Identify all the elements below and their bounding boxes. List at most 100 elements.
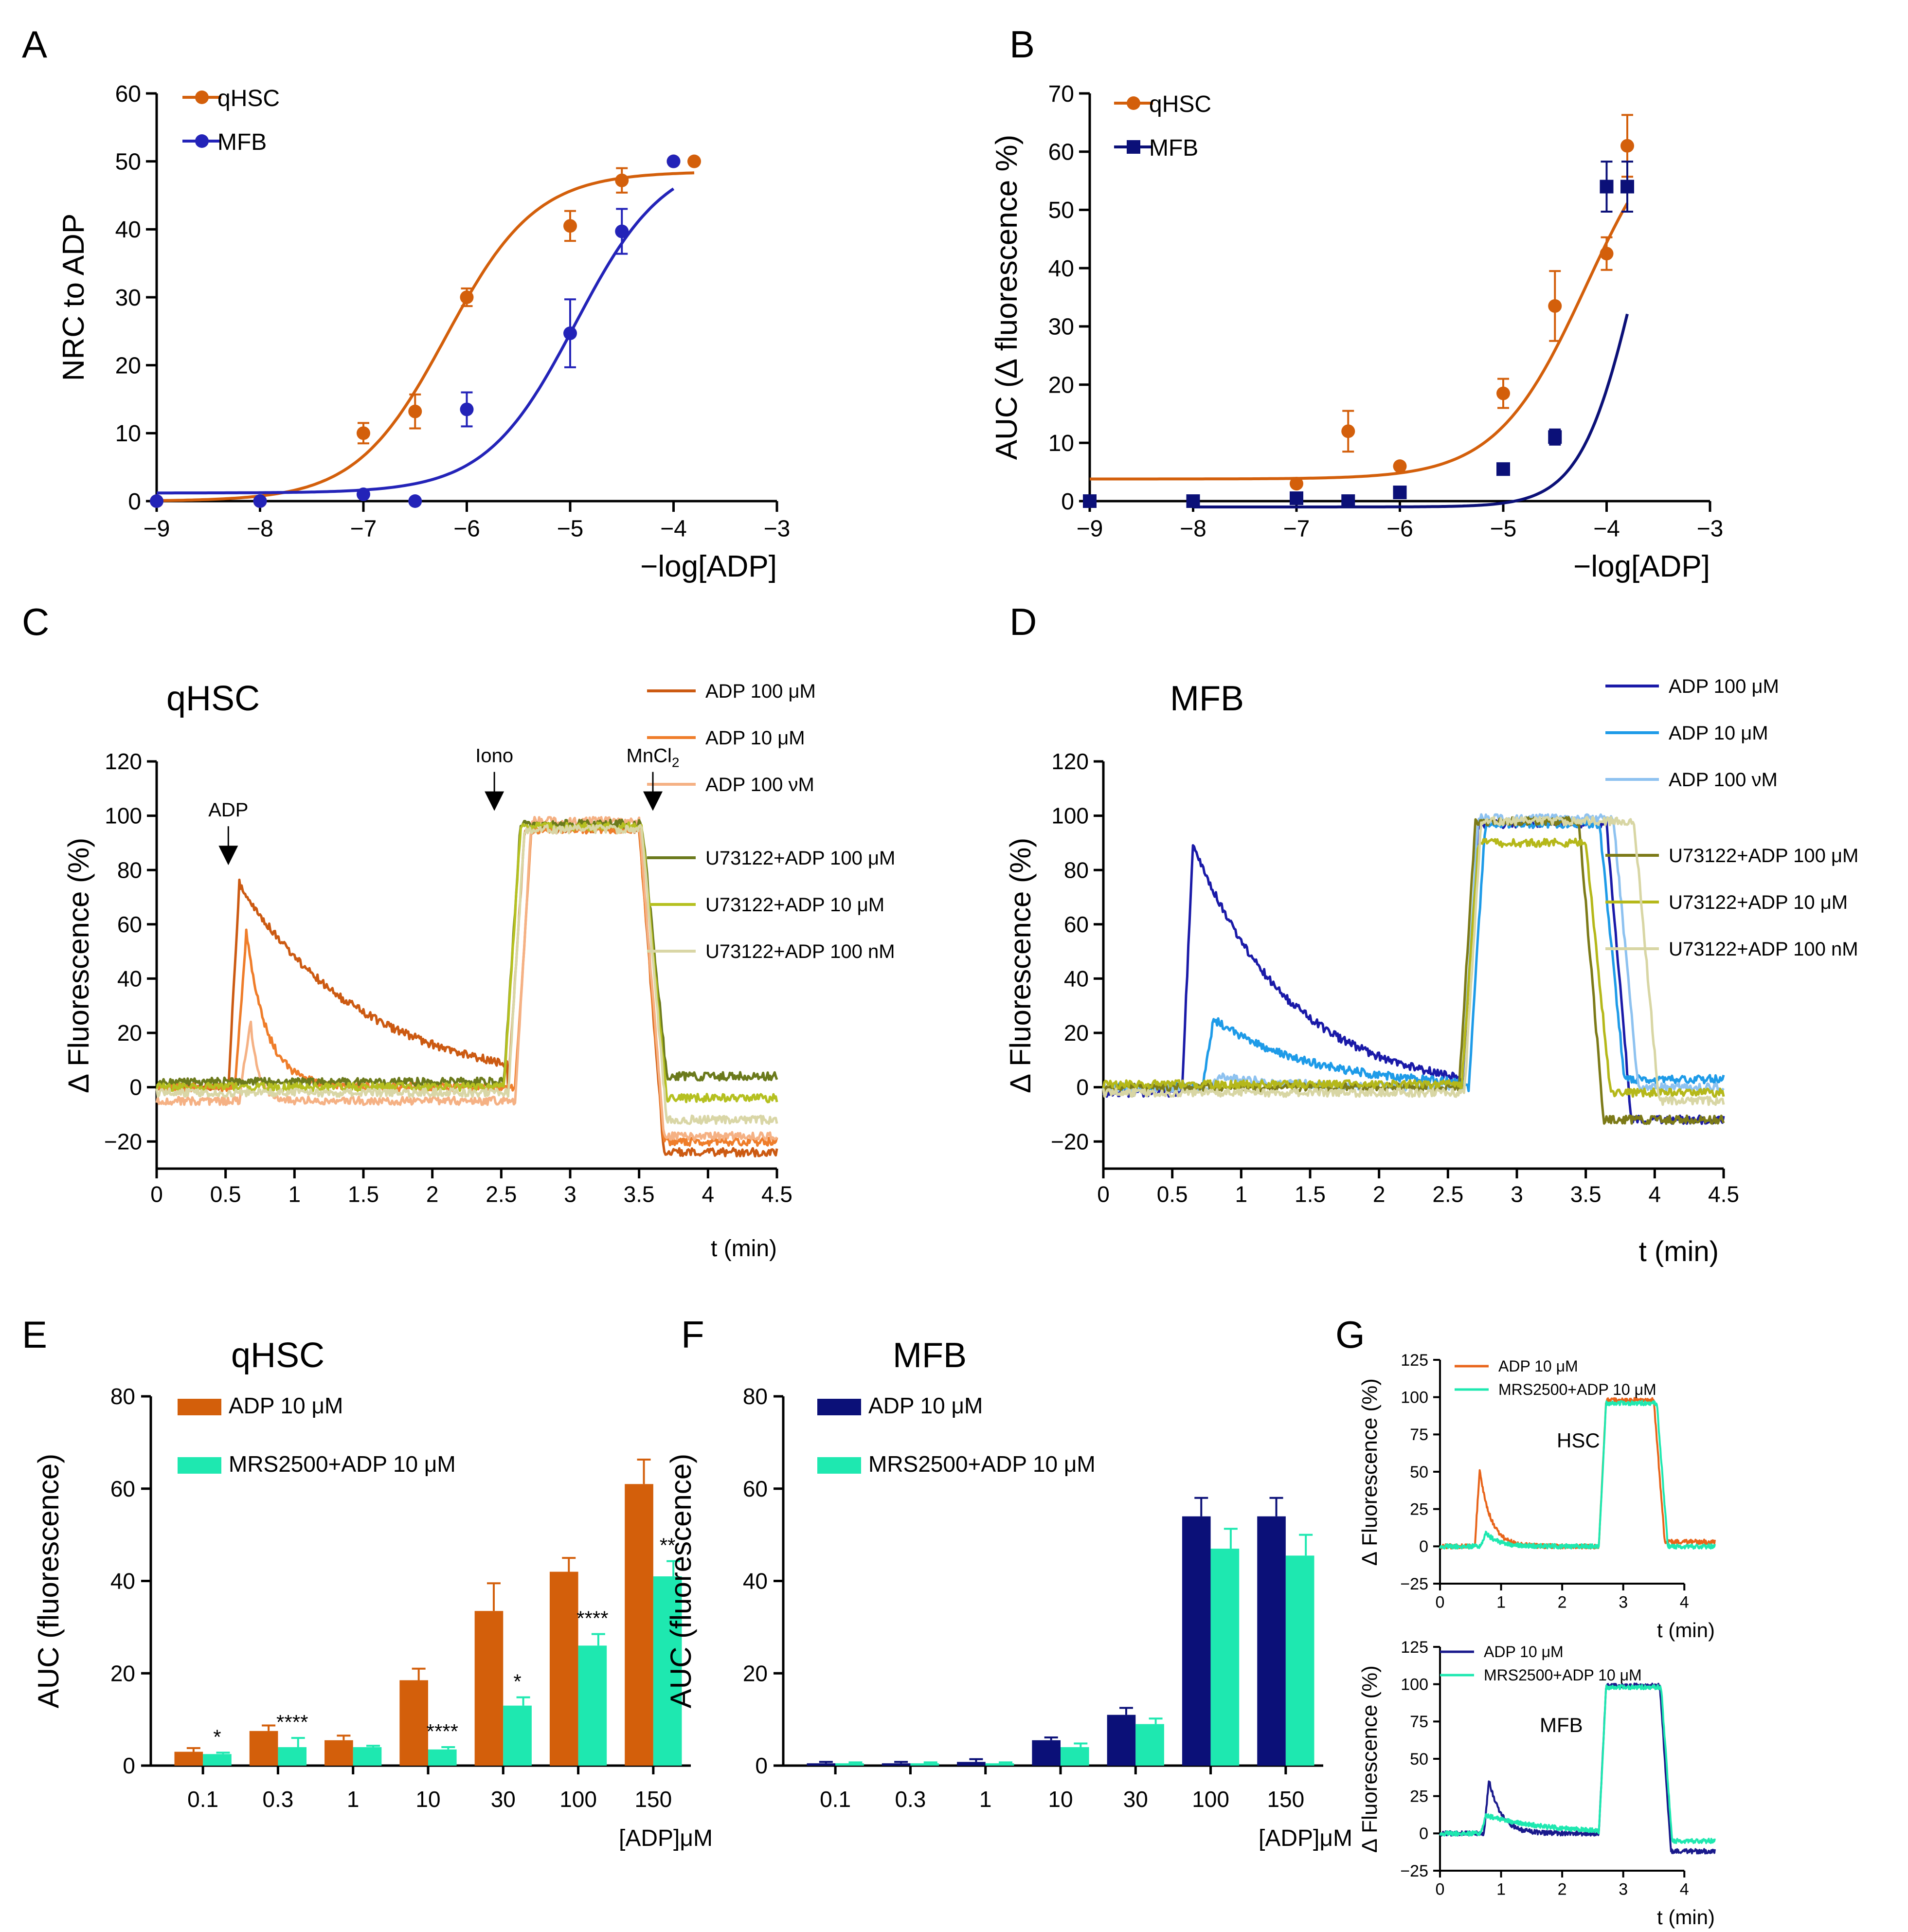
y-tick-label: 100 xyxy=(1051,803,1089,829)
panel-E: 0 20 40 60 80 AUC (fluorescence) qHSC [ADP]μM 0.… xyxy=(32,1336,713,1851)
x-tick-label: 150 xyxy=(1267,1787,1304,1812)
y-tick-label: 25 xyxy=(1410,1788,1428,1806)
data-point xyxy=(1548,299,1562,313)
fit-curve-qHSC xyxy=(1090,202,1629,481)
significance-label: * xyxy=(213,1725,221,1748)
bar xyxy=(835,1763,864,1766)
legend-marker xyxy=(1127,140,1140,154)
legend-label: ADP 10 μM xyxy=(1669,722,1768,744)
x-tick-label: 4 xyxy=(1649,1181,1661,1207)
bar xyxy=(653,1576,682,1766)
x-tick-label: −3 xyxy=(764,516,791,542)
x-tick-label: −7 xyxy=(350,516,377,542)
x-axis-label: t (min) xyxy=(1657,1906,1715,1929)
x-tick-label: −6 xyxy=(453,516,480,542)
data-point xyxy=(1496,386,1510,400)
x-tick-label: 2.5 xyxy=(486,1181,517,1207)
x-tick-label: 4 xyxy=(1680,1880,1689,1899)
bar xyxy=(174,1751,203,1766)
x-tick-label: 2 xyxy=(426,1181,439,1207)
data-point xyxy=(666,154,681,168)
data-point xyxy=(408,404,422,418)
y-tick-label: 70 xyxy=(1048,81,1074,107)
y-tick-label: 125 xyxy=(1401,1351,1428,1370)
x-tick-label: 3 xyxy=(564,1181,576,1207)
panel-A: 0 10 20 30 40 50 60 −9 −8 −7 −6 −5 −4 −3 NRC to ADP −lo… xyxy=(57,81,790,583)
y-tick-label: 40 xyxy=(743,1569,768,1594)
significance-label: * xyxy=(513,1670,521,1693)
y-tick-label: 50 xyxy=(1410,1463,1428,1481)
significance-label: **** xyxy=(427,1720,458,1743)
y-tick-label: 20 xyxy=(743,1661,768,1686)
trace-ADP 10 μM xyxy=(1439,1397,1716,1550)
legend-label: MRS2500+ADP 10 μM xyxy=(229,1451,456,1477)
y-tick-label: 125 xyxy=(1401,1638,1428,1657)
bar xyxy=(957,1762,986,1766)
data-point xyxy=(615,224,629,238)
x-axis-label: [ADP]μM xyxy=(619,1825,713,1851)
y-axis-label: NRC to ADP xyxy=(57,214,90,381)
data-point xyxy=(687,154,701,168)
x-tick-label: 10 xyxy=(415,1787,440,1812)
y-tick-label: 75 xyxy=(1410,1426,1428,1444)
x-tick-label: 3 xyxy=(1619,1880,1628,1899)
data-point xyxy=(253,494,267,508)
annotation-label: Iono xyxy=(475,745,513,767)
panel-label-F: F xyxy=(681,1313,704,1356)
y-tick-label: −25 xyxy=(1400,1862,1428,1880)
y-tick-label: 80 xyxy=(110,1384,135,1409)
x-tick-label: 0.5 xyxy=(1157,1181,1188,1207)
significance-label: **** xyxy=(276,1711,308,1733)
data-point xyxy=(1393,459,1407,473)
x-tick-label: 4.5 xyxy=(1708,1181,1739,1207)
x-tick-label: 1 xyxy=(1496,1593,1506,1612)
x-tick-label: −4 xyxy=(1593,516,1620,542)
legend-label: ADP 100 νM xyxy=(705,774,814,795)
x-tick-label: 3.5 xyxy=(624,1181,655,1207)
fit-curve-qHSC xyxy=(157,171,695,502)
panel-title: MFB xyxy=(893,1336,967,1375)
panel-title: qHSC xyxy=(231,1336,324,1375)
trace-ADP 10 μM xyxy=(1439,1682,1716,1855)
x-tick-label: 4.5 xyxy=(761,1181,792,1207)
trace-ADP 100 νM xyxy=(155,816,778,1141)
legend-label: MFB xyxy=(217,129,267,155)
x-tick-label: 30 xyxy=(1123,1787,1148,1812)
bar xyxy=(625,1484,653,1766)
x-tick-label: 1 xyxy=(1496,1880,1506,1899)
bar xyxy=(1285,1555,1314,1766)
bar xyxy=(882,1763,911,1766)
x-tick-label: 10 xyxy=(1048,1787,1073,1812)
bar xyxy=(1135,1724,1164,1766)
legend-label: ADP 100 μM xyxy=(1669,676,1779,697)
data-point xyxy=(408,494,422,508)
y-tick-label: 20 xyxy=(115,353,141,379)
x-axis-label: [ADP]μM xyxy=(1259,1825,1352,1851)
data-point xyxy=(1341,424,1355,438)
y-tick-label: −20 xyxy=(104,1129,142,1154)
y-tick-label: 0 xyxy=(755,1753,768,1778)
significance-label: **** xyxy=(576,1607,608,1630)
bar xyxy=(503,1705,532,1766)
x-tick-label: −5 xyxy=(1490,516,1517,542)
panel-title: qHSC xyxy=(166,679,260,718)
x-tick-label: −9 xyxy=(1077,516,1103,542)
x-tick-label: −3 xyxy=(1697,516,1724,542)
x-tick-label: 100 xyxy=(559,1787,597,1812)
bar xyxy=(985,1763,1014,1766)
bar xyxy=(807,1763,836,1766)
legend-label: U73122+ADP 100 nM xyxy=(1669,939,1858,960)
y-axis-label: ∆ Fluorescence (%) xyxy=(62,838,95,1093)
legend-label: ADP 10 μM xyxy=(229,1393,343,1418)
y-axis-label: ∆ Fluorescence (%) xyxy=(1004,838,1037,1093)
x-tick-label: 1.5 xyxy=(1295,1181,1326,1207)
y-tick-label: 0 xyxy=(1061,489,1074,515)
y-tick-label: 10 xyxy=(1048,431,1074,456)
y-tick-label: 60 xyxy=(117,912,142,937)
bar xyxy=(278,1747,307,1766)
y-tick-label: 25 xyxy=(1410,1500,1428,1519)
trace-ADP 100 μM xyxy=(1102,818,1725,1125)
y-tick-label: 0 xyxy=(123,1753,135,1778)
y-tick-label: 0 xyxy=(1419,1537,1428,1556)
inset-label: HSC xyxy=(1557,1429,1600,1452)
